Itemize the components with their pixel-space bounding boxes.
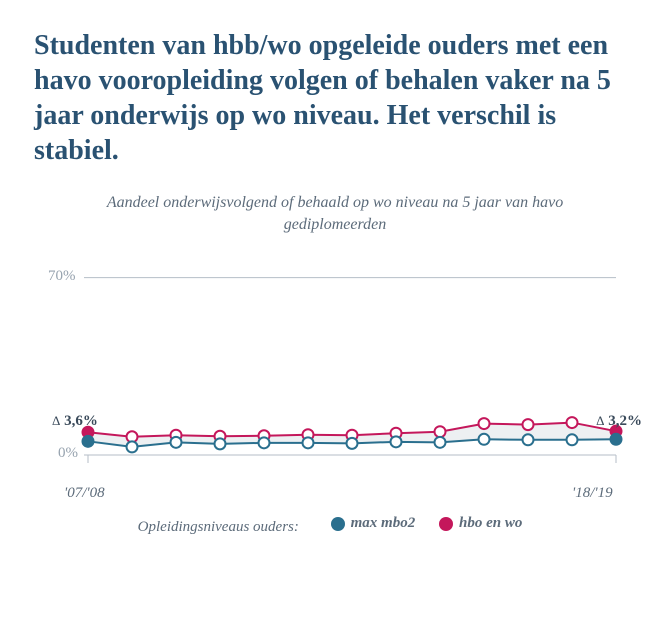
legend-item-a: max mbo2 — [331, 515, 416, 532]
delta-symbol: Δ — [52, 413, 60, 428]
legend-dot-b — [439, 517, 453, 531]
chart-subtitle: Aandeel onderwijsvolgend of behaald op w… — [105, 192, 565, 235]
line-chart — [34, 265, 636, 475]
delta-value: 3,6% — [64, 413, 98, 429]
chart-area: Δ 3,6% Δ 3,2% 70% 0% '07/'08 '18/'19 — [34, 265, 636, 505]
delta-left: Δ 3,6% — [52, 413, 98, 430]
legend-dot-a — [331, 517, 345, 531]
legend-text-b: hbo en wo — [459, 515, 522, 532]
delta-right: Δ 3,2% — [596, 413, 642, 430]
y-tick-70: 70% — [48, 268, 76, 285]
legend-text-a: max mbo2 — [351, 515, 416, 532]
x-axis-labels: '07/'08 '18/'19 — [34, 485, 636, 505]
legend-item-b: hbo en wo — [439, 515, 522, 532]
figure-container: Studenten van hbb/wo opgeleide ouders me… — [0, 0, 670, 625]
x-tick-last: '18/'19 — [572, 485, 613, 502]
legend: Opleidingsniveaus ouders: max mbo2 hbo e… — [34, 515, 636, 536]
legend-label: Opleidingsniveaus ouders: — [138, 519, 299, 535]
delta-value: 3,2% — [608, 413, 642, 429]
x-tick-first: '07/'08 — [64, 485, 105, 502]
y-tick-0: 0% — [58, 445, 78, 462]
delta-symbol: Δ — [596, 413, 604, 428]
page-title: Studenten van hbb/wo opgeleide ouders me… — [34, 28, 636, 168]
